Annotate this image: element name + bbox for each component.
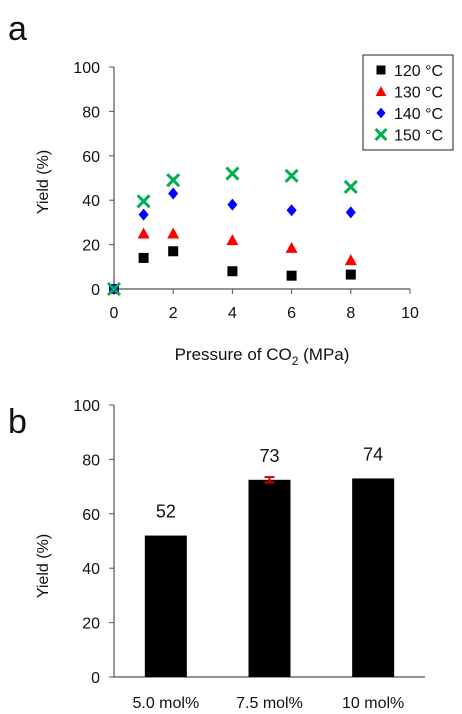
panel-b: b Yield (%) 0 20 40 60 80 100 52 5.0 mol% 73 7.5… bbox=[8, 398, 425, 712]
data-point bbox=[286, 270, 297, 281]
bar bbox=[144, 535, 187, 677]
legend-entry: 120 °C bbox=[394, 63, 443, 80]
y-tick-label: 40 bbox=[82, 561, 100, 578]
data-point bbox=[137, 227, 150, 239]
data-point bbox=[226, 234, 239, 246]
data-point bbox=[345, 206, 356, 219]
data-point bbox=[285, 241, 298, 253]
x-tick-label: 0 bbox=[110, 305, 119, 322]
panel-a-legend: 120 °C 130 °C 140 °C 150 °C bbox=[362, 54, 454, 151]
data-point bbox=[168, 187, 179, 200]
category-label: 5.0 mol% bbox=[132, 695, 199, 712]
x-tick-label: 2 bbox=[169, 305, 178, 322]
y-tick-label: 20 bbox=[82, 616, 100, 633]
data-point bbox=[344, 254, 357, 266]
legend-entry: 150 °C bbox=[394, 128, 443, 145]
y-tick-label: 40 bbox=[82, 193, 100, 210]
x-tick-label: 10 bbox=[401, 305, 419, 322]
x-tick-label: 8 bbox=[346, 305, 355, 322]
category-label: 7.5 mol% bbox=[236, 695, 303, 712]
panel-a: a Yield (%) Pressure of CO2 (MPa) 020406… bbox=[8, 10, 454, 368]
data-point bbox=[345, 269, 356, 280]
bar bbox=[248, 479, 291, 677]
panel-a-label: a bbox=[8, 10, 27, 48]
y-tick-label: 80 bbox=[82, 104, 100, 121]
y-tick-label: 80 bbox=[82, 452, 100, 469]
x-tick-label: 4 bbox=[228, 305, 237, 322]
data-point bbox=[225, 166, 240, 181]
data-label: 73 bbox=[259, 446, 279, 466]
data-point bbox=[284, 168, 299, 183]
y-tick-label: 0 bbox=[91, 670, 100, 687]
data-label: 52 bbox=[156, 502, 176, 522]
bar bbox=[352, 478, 395, 677]
legend-marker bbox=[376, 65, 386, 75]
data-point bbox=[286, 204, 297, 217]
legend-marker bbox=[374, 128, 388, 141]
y-tick-label: 100 bbox=[73, 398, 100, 415]
data-point bbox=[166, 173, 181, 188]
panel-b-label: b bbox=[8, 403, 27, 441]
data-point bbox=[138, 208, 149, 221]
y-tick-label: 0 bbox=[91, 282, 100, 299]
x-tick-label: 6 bbox=[287, 305, 296, 322]
legend-box bbox=[362, 54, 454, 151]
panel-b-y-axis-label: Yield (%) bbox=[35, 534, 52, 598]
legend-marker bbox=[375, 86, 387, 96]
data-point bbox=[106, 281, 122, 297]
legend-entry: 140 °C bbox=[394, 106, 443, 123]
data-point bbox=[167, 227, 180, 239]
y-tick-label: 60 bbox=[82, 507, 100, 524]
data-point bbox=[343, 179, 358, 194]
data-point bbox=[168, 246, 179, 257]
data-point bbox=[227, 198, 238, 211]
data-label: 74 bbox=[363, 444, 383, 464]
data-point bbox=[227, 266, 238, 277]
y-tick-label: 100 bbox=[73, 60, 100, 77]
y-tick-label: 60 bbox=[82, 149, 100, 166]
panel-a-x-axis-label: Pressure of CO2 (MPa) bbox=[175, 345, 350, 368]
legend-entry: 130 °C bbox=[394, 85, 443, 102]
y-tick-label: 20 bbox=[82, 238, 100, 255]
category-label: 10 mol% bbox=[342, 695, 404, 712]
legend-marker bbox=[376, 107, 386, 119]
panel-a-y-axis-label: Yield (%) bbox=[35, 150, 52, 214]
data-point bbox=[138, 252, 149, 263]
data-point bbox=[136, 194, 151, 209]
